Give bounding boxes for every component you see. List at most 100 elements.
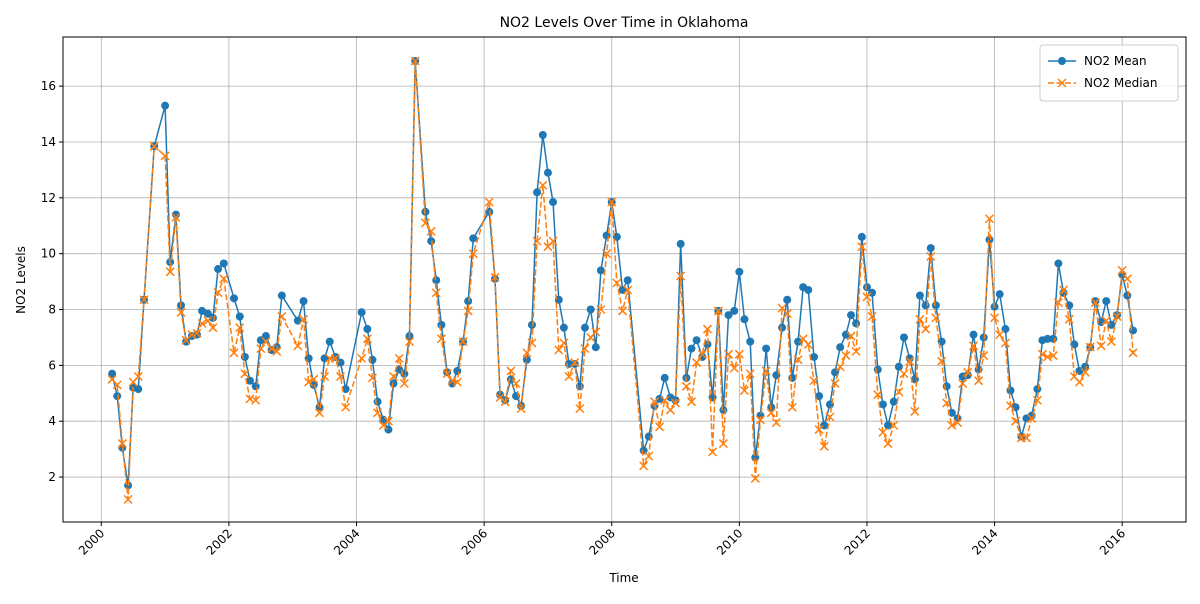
marker <box>171 212 181 222</box>
marker <box>974 376 984 386</box>
marker <box>692 358 702 368</box>
marker <box>442 369 452 379</box>
marker <box>1064 314 1074 324</box>
marker <box>330 353 340 363</box>
marker <box>857 232 866 241</box>
marker <box>1081 362 1090 371</box>
marker <box>1005 401 1016 411</box>
marker <box>830 378 840 389</box>
marker <box>1080 367 1090 377</box>
marker <box>436 334 446 344</box>
marker <box>878 400 887 409</box>
marker <box>825 412 835 422</box>
marker <box>522 355 531 364</box>
marker <box>931 301 940 310</box>
marker <box>1057 78 1067 88</box>
marker <box>1059 288 1068 297</box>
marker <box>1096 341 1106 351</box>
marker <box>771 418 781 428</box>
marker <box>836 343 845 352</box>
marker <box>214 265 223 274</box>
marker <box>618 285 627 294</box>
marker <box>708 447 718 457</box>
marker <box>1053 298 1063 308</box>
marker <box>841 351 851 361</box>
marker <box>639 461 649 471</box>
marker <box>968 341 979 351</box>
marker <box>739 385 749 396</box>
marker <box>431 288 441 298</box>
marker <box>724 311 733 320</box>
marker <box>336 371 346 382</box>
marker <box>1122 274 1132 284</box>
plot-frame <box>62 36 1187 523</box>
marker <box>490 272 500 282</box>
marker <box>309 374 319 384</box>
marker <box>496 390 505 399</box>
marker <box>559 323 568 332</box>
marker <box>447 376 457 386</box>
marker <box>783 295 792 304</box>
marker <box>251 382 260 391</box>
marker <box>363 325 372 334</box>
marker <box>139 295 149 305</box>
marker <box>341 402 351 412</box>
marker <box>910 406 920 416</box>
marker <box>208 323 218 333</box>
marker <box>570 358 580 368</box>
marker <box>373 408 383 418</box>
marker <box>676 239 685 248</box>
marker <box>958 378 968 389</box>
marker <box>942 398 952 408</box>
marker <box>591 343 600 352</box>
marker <box>596 266 605 275</box>
marker <box>702 324 712 334</box>
marker <box>761 366 771 376</box>
marker <box>921 301 930 310</box>
marker <box>272 346 282 356</box>
marker <box>740 315 749 324</box>
marker <box>794 337 803 346</box>
marker <box>846 331 856 341</box>
marker <box>235 312 244 321</box>
marker <box>235 323 245 333</box>
marker <box>873 390 883 400</box>
marker <box>681 381 691 391</box>
marker <box>299 297 308 306</box>
marker <box>809 376 819 386</box>
marker <box>883 439 893 449</box>
marker <box>718 439 728 449</box>
marker <box>580 344 590 354</box>
marker <box>1102 297 1111 306</box>
marker <box>905 356 915 366</box>
marker <box>1128 348 1138 358</box>
marker <box>713 306 723 316</box>
marker <box>815 392 824 401</box>
marker <box>113 392 122 401</box>
marker <box>719 406 728 415</box>
marker <box>399 378 409 389</box>
marker <box>745 369 755 379</box>
marker <box>984 214 995 224</box>
marker <box>108 369 117 378</box>
marker <box>1085 342 1095 352</box>
marker <box>969 330 978 339</box>
marker <box>293 316 302 325</box>
marker <box>452 377 462 387</box>
marker <box>697 349 707 359</box>
marker <box>623 285 633 295</box>
marker <box>261 337 271 347</box>
marker <box>527 338 537 348</box>
marker <box>219 259 228 268</box>
marker <box>723 349 734 359</box>
marker <box>953 418 963 428</box>
marker <box>1006 386 1015 395</box>
marker <box>197 318 207 329</box>
y-tick-label: 4 <box>48 414 56 428</box>
marker <box>213 288 223 298</box>
marker <box>229 348 239 358</box>
marker <box>894 387 904 397</box>
marker <box>548 236 558 246</box>
marker <box>133 371 143 382</box>
marker <box>793 355 803 365</box>
